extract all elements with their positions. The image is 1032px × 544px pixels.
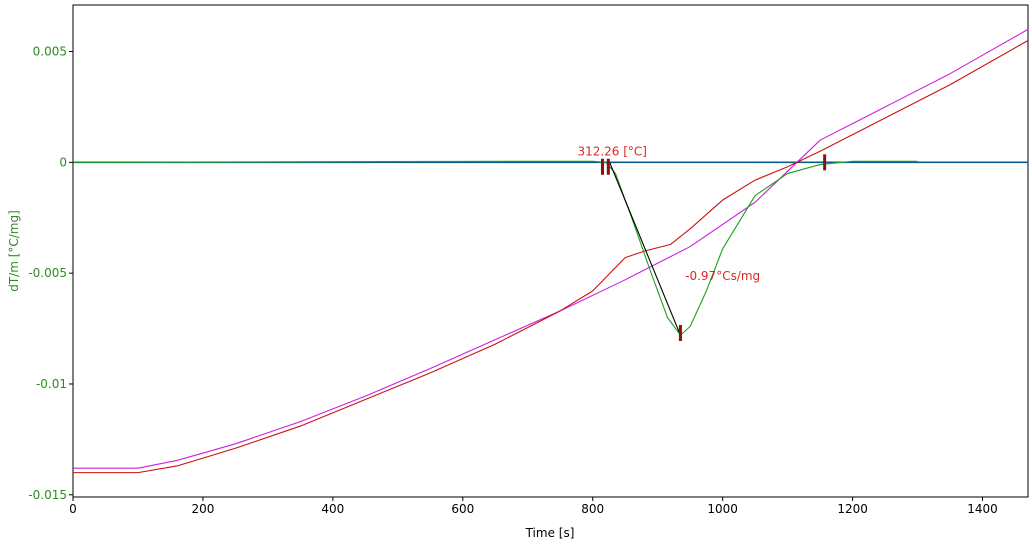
marker-layer xyxy=(600,154,827,341)
series-line-4 xyxy=(609,162,681,336)
peak-marker xyxy=(823,154,827,171)
x-tick-label: 200 xyxy=(191,502,214,516)
peak-marker xyxy=(600,158,604,175)
y-axis-ticks: 0.005 0 -0.005 -0.01 -0.015 xyxy=(28,45,73,502)
x-tick-label: 800 xyxy=(581,502,604,516)
series-line-3 xyxy=(72,160,918,336)
peak-marker xyxy=(678,325,682,341)
x-tick-label: 400 xyxy=(321,502,344,516)
annotation-label: 312.26 [°C] xyxy=(577,145,647,159)
y-tick-label: 0 xyxy=(59,155,67,169)
y-tick-label: -0.005 xyxy=(28,266,67,280)
x-tick-label: 0 xyxy=(69,502,77,516)
annotation-label: -0.97°Cs/mg xyxy=(685,269,760,283)
x-tick-label: 1400 xyxy=(967,502,998,516)
x-axis-ticks: 0 200 400 600 800 1000 1200 1400 xyxy=(69,497,998,516)
series-line-1 xyxy=(73,28,1029,469)
y-tick-label: -0.015 xyxy=(28,488,67,502)
y-tick-label: -0.01 xyxy=(36,377,67,391)
peak-marker xyxy=(606,158,610,175)
series-line-2 xyxy=(73,39,1029,474)
y-axis-label: dT/m [°C/mg] xyxy=(7,210,21,292)
x-axis-label: Time [s] xyxy=(525,526,575,540)
x-tick-label: 600 xyxy=(451,502,474,516)
x-tick-label: 1000 xyxy=(707,502,738,516)
plot-frame xyxy=(72,4,1029,498)
x-tick-label: 1200 xyxy=(837,502,868,516)
annotation-layer: 312.26 [°C] -0.97°Cs/mg xyxy=(577,145,760,283)
y-tick-label: 0.005 xyxy=(33,45,67,59)
series-layer xyxy=(72,28,1029,474)
